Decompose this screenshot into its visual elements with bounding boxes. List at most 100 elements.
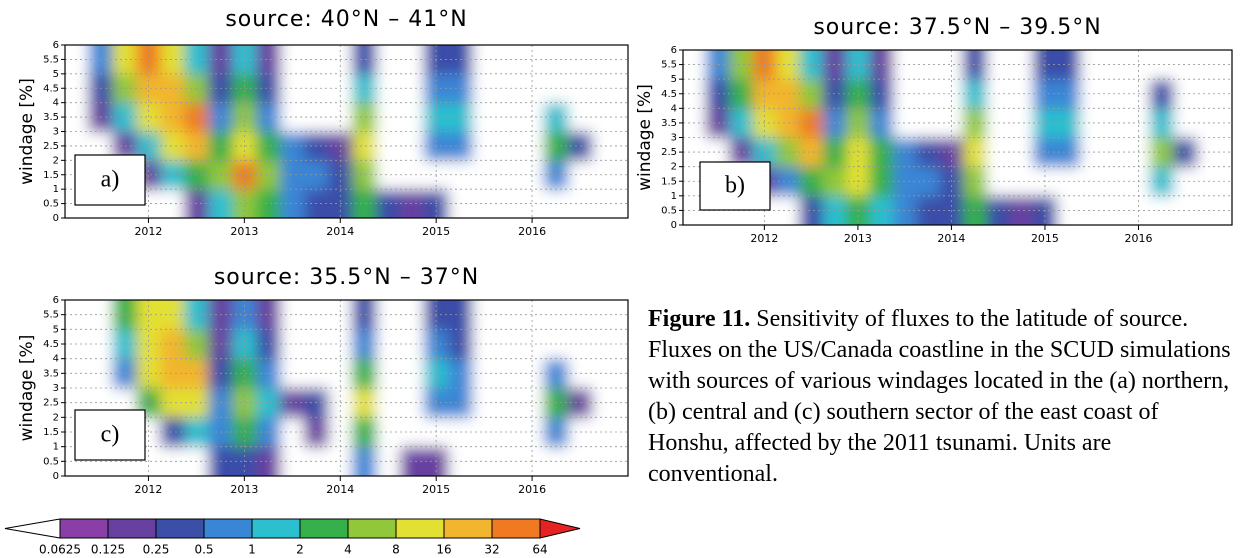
x-tick-label: 2012 <box>750 232 778 245</box>
y-tick-label: 0 <box>53 213 59 224</box>
contour-cell <box>1150 137 1175 168</box>
contour-cell <box>799 50 824 80</box>
y-tick-label: 5 <box>671 74 677 85</box>
y-tick-label: 2.5 <box>661 147 677 158</box>
y-tick-label: 2 <box>671 162 677 173</box>
contour-cell <box>869 79 894 109</box>
contour-cell <box>1173 50 1198 80</box>
y-tick-label: 1 <box>53 184 59 195</box>
colorbar-segment <box>251 518 301 539</box>
contour-cell <box>1150 166 1175 197</box>
contour-cell <box>799 166 824 197</box>
x-tick-label: 2015 <box>1031 232 1059 245</box>
contour-cell <box>869 195 894 225</box>
contour-cell <box>776 137 800 168</box>
contour-cell <box>963 195 987 225</box>
contour-cell <box>869 137 894 168</box>
colorbar-label: 64 <box>532 543 547 557</box>
contour-cell <box>986 195 1011 225</box>
contour-cell <box>280 189 305 218</box>
colorbar-segment <box>155 518 205 539</box>
contour-cell <box>729 79 754 109</box>
y-tick-label: 0 <box>671 220 677 231</box>
contour-cell <box>799 79 824 109</box>
contour-cell <box>112 45 137 75</box>
y-tick-label: 3 <box>671 133 677 144</box>
contour-cell <box>963 50 987 80</box>
contour-cell <box>400 446 425 476</box>
contour-cell <box>1150 108 1175 138</box>
contour-cell <box>1103 79 1128 109</box>
contour-cell <box>376 189 401 218</box>
contour-cell <box>184 300 209 330</box>
colorbar-label: 0.0625 <box>39 543 81 557</box>
contour-cell <box>869 166 894 197</box>
colorbar-label: 0.5 <box>194 543 213 557</box>
contour-cell <box>496 300 521 330</box>
contour-cell <box>963 79 987 109</box>
y-axis-label: windage [%] <box>17 78 37 185</box>
contour-cell <box>705 79 730 109</box>
contour-cell <box>256 45 281 75</box>
contour-cell <box>705 108 730 138</box>
contour-cell <box>352 45 377 75</box>
contour-cell <box>869 108 894 138</box>
contour-cell <box>184 189 209 218</box>
contour-cell <box>256 189 281 218</box>
y-tick-label: 5 <box>53 324 59 335</box>
contour-cell <box>752 50 777 80</box>
y-tick-label: 3.5 <box>661 118 677 129</box>
colorbar-label: 32 <box>484 543 499 557</box>
contour-cell <box>208 45 233 75</box>
colorbar-label: 4 <box>344 543 352 557</box>
colorbar-segment <box>203 518 253 539</box>
contour-cell <box>1173 166 1198 197</box>
contour-cell <box>472 446 497 476</box>
contour-cell <box>1196 50 1221 80</box>
contour-cell <box>1173 108 1198 138</box>
contour-cell <box>184 446 209 476</box>
colorbar-label: 16 <box>436 543 451 557</box>
y-tick-label: 1.5 <box>661 176 677 187</box>
contour-cell <box>939 137 964 168</box>
colorbar-segment <box>443 518 493 539</box>
contour-cell <box>869 50 894 80</box>
contour-cell <box>496 45 521 75</box>
contour-cell <box>1080 50 1104 80</box>
contour-cell <box>496 446 521 476</box>
caption: Figure 11. Sensitivity of fluxes to the … <box>648 304 1238 490</box>
chart-title: source: 40°N – 41°N <box>225 7 467 32</box>
contour-cell <box>208 446 233 476</box>
contour-cell <box>376 329 401 360</box>
contour-cell <box>776 108 800 138</box>
contour-cell <box>304 45 329 75</box>
contour-cell <box>352 189 377 218</box>
contour-cell <box>776 50 800 80</box>
contour-cell <box>256 446 281 476</box>
caption-label: Figure 11. <box>648 306 751 332</box>
colorbar-segment <box>299 518 349 539</box>
y-tick-label: 2 <box>53 155 59 166</box>
chart-title: source: 35.5°N – 37°N <box>214 265 479 290</box>
x-tick-label: 2012 <box>134 225 162 238</box>
contour-cell <box>1033 137 1058 168</box>
contour-cell <box>1150 79 1175 109</box>
contour-cell <box>776 166 800 197</box>
contour-cell <box>939 79 964 109</box>
contour-cell <box>1009 137 1034 168</box>
contour-cell <box>160 45 185 75</box>
x-tick-label: 2016 <box>518 225 546 238</box>
contour-cell <box>1080 137 1104 168</box>
contour-cell <box>1150 195 1175 225</box>
contour-cell <box>1080 166 1104 197</box>
contour-cell <box>1126 50 1151 80</box>
x-tick-label: 2016 <box>1124 232 1152 245</box>
contour-cell <box>568 45 593 75</box>
contour-cell <box>1009 79 1034 109</box>
contour-cell <box>1033 108 1058 138</box>
contour-cell <box>939 108 964 138</box>
y-tick-label: 0.5 <box>43 199 59 210</box>
contour-cell <box>376 160 401 190</box>
